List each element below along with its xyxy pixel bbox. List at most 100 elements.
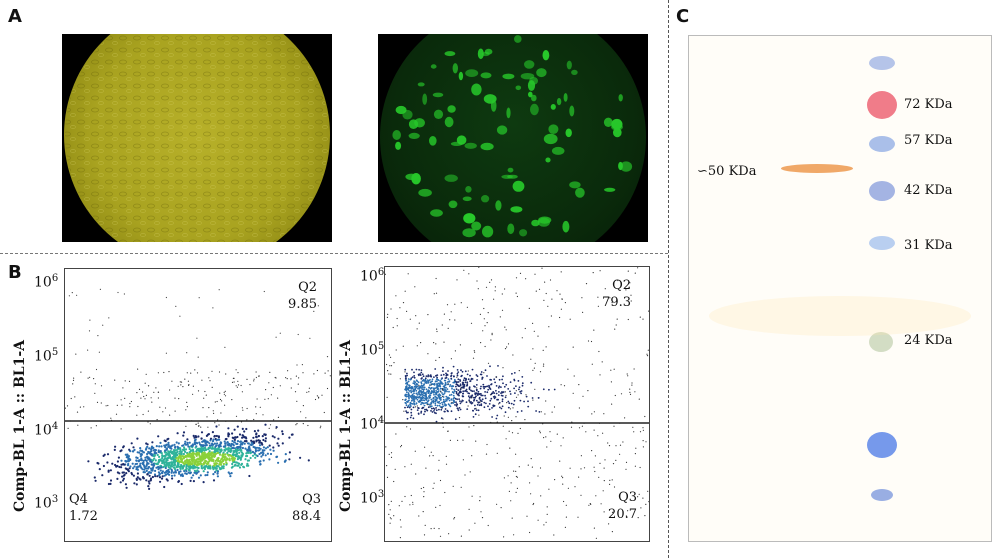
event-dot [123,473,126,476]
event-dot [452,381,455,384]
event-dot [245,437,248,440]
event-dot [532,348,534,350]
event-dot [563,500,565,503]
event-dot [550,440,552,442]
event-dot [610,381,612,383]
event-dot [462,392,465,395]
event-dot [248,474,251,478]
event-dot [515,491,517,493]
event-dot [511,420,513,422]
event-dot [148,482,151,485]
event-dot [467,370,469,372]
event-dot [419,386,422,389]
event-dot [438,528,440,530]
event-dot [233,438,236,441]
event-dot [481,394,484,397]
event-dot [435,378,438,381]
event-dot [406,372,408,375]
event-dot [423,534,426,536]
event-dot [498,401,501,404]
panel-b-letter: B [8,262,22,283]
event-dot [206,453,209,456]
event-dot [426,404,428,406]
event-dot [556,433,558,435]
event-dot [217,465,220,468]
event-dot [423,399,426,402]
event-dot [440,374,443,376]
event-dot [613,368,615,370]
event-dot [198,425,200,427]
event-dot [444,379,447,382]
event-dot [420,369,423,371]
event-dot [428,390,430,393]
event-dot [160,452,163,455]
event-dot [491,332,493,334]
event-dot [511,432,514,434]
event-dot [413,380,415,383]
event-dot [448,390,450,393]
event-dot [543,363,545,365]
event-dot [455,388,458,390]
event-dot [253,430,256,433]
event-dot [445,395,448,398]
fluorescent-cell [496,125,508,135]
event-dot [593,411,595,413]
event-dot [151,463,155,466]
event-dot [275,455,279,458]
event-dot [469,401,472,404]
event-dot [412,503,414,505]
event-dot [177,462,180,465]
event-dot [246,462,249,465]
event-dot [240,451,243,454]
fluorescent-cell [545,157,551,163]
fluorescent-cell [510,206,523,213]
event-dot [630,294,632,296]
event-dot [75,353,77,355]
event-dot [130,442,133,445]
event-dot [603,511,605,513]
event-dot [185,472,188,475]
event-dot [121,471,124,474]
event-dot [275,427,277,430]
fluorescent-cell [604,187,616,192]
event-dot [412,390,415,393]
event-dot [504,348,507,350]
event-dot [236,386,238,388]
event-dot [404,375,407,377]
event-dot [147,456,150,459]
event-dot [413,375,416,377]
event-dot [553,534,555,536]
event-dot [255,433,258,436]
event-dot [176,432,179,435]
fluorescent-cell [452,63,458,74]
event-dot [161,475,164,478]
event-dot [177,480,180,483]
event-dot [215,452,218,455]
fluorescent-cell [450,141,463,146]
event-dot [179,315,181,317]
event-dot [273,419,275,421]
event-dot [237,372,239,374]
event-dot [389,365,391,367]
event-dot [138,451,141,454]
event-dot [425,401,428,404]
event-dot [116,404,118,406]
event-dot [180,450,183,453]
event-dot [459,379,461,381]
event-dot [429,387,432,390]
event-dot [456,369,459,371]
event-dot [426,379,429,381]
event-dot [184,448,188,451]
event-dot [388,354,390,356]
event-dot [507,416,509,418]
event-dot [194,369,196,371]
event-dot [133,465,136,468]
event-dot [434,391,437,394]
event-dot [236,440,240,443]
event-dot [316,369,318,372]
event-dot [445,372,447,375]
event-dot [449,405,452,408]
event-dot [224,346,226,348]
event-dot [218,371,221,373]
event-dot [415,395,417,398]
